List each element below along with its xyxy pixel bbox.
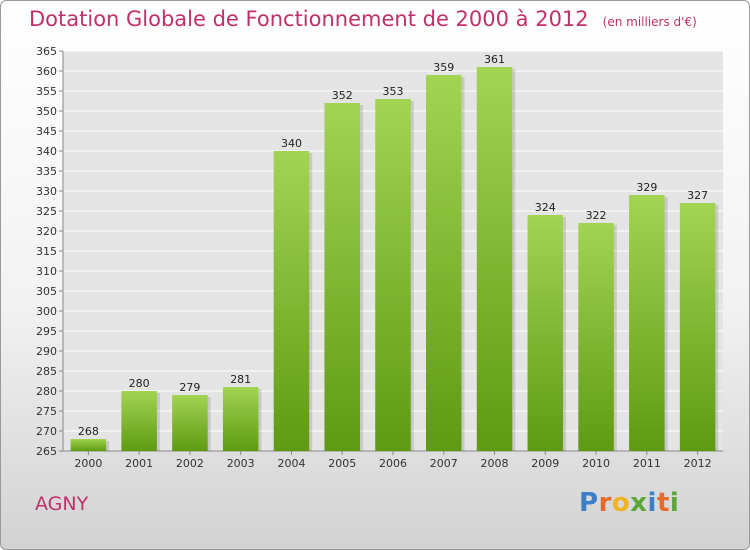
x-tick-label: 2001 xyxy=(125,457,153,470)
x-tick-label: 2006 xyxy=(379,457,407,470)
y-tick-label: 285 xyxy=(36,365,57,378)
data-label: 322 xyxy=(586,209,607,222)
x-tick-label: 2012 xyxy=(684,457,712,470)
data-label: 327 xyxy=(687,189,708,202)
data-label: 280 xyxy=(129,377,150,390)
y-tick-label: 315 xyxy=(36,245,57,258)
data-label: 361 xyxy=(484,53,505,66)
y-tick-label: 295 xyxy=(36,325,57,338)
x-tick-label: 2010 xyxy=(582,457,610,470)
y-tick-label: 340 xyxy=(36,145,57,158)
x-tick-label: 2000 xyxy=(74,457,102,470)
unit-note: (en milliers d'€) xyxy=(602,15,697,29)
bar xyxy=(679,203,716,451)
data-label: 353 xyxy=(383,85,404,98)
data-label: 324 xyxy=(535,201,556,214)
bar xyxy=(70,439,107,451)
chart-title: Dotation Globale de Fonctionnement de 20… xyxy=(29,7,697,31)
data-label: 329 xyxy=(636,181,657,194)
y-tick-label: 345 xyxy=(36,125,57,138)
place-name: AGNY xyxy=(35,493,89,515)
y-tick-label: 335 xyxy=(36,165,57,178)
data-label: 281 xyxy=(230,373,251,386)
data-label: 279 xyxy=(179,381,200,394)
y-tick-label: 305 xyxy=(36,285,57,298)
x-tick-label: 2004 xyxy=(277,457,305,470)
x-tick-label: 2003 xyxy=(227,457,255,470)
x-tick-label: 2008 xyxy=(481,457,509,470)
x-tick-label: 2005 xyxy=(328,457,356,470)
x-tick-label: 2009 xyxy=(531,457,559,470)
data-label: 352 xyxy=(332,89,353,102)
chart-title-text: Dotation Globale de Fonctionnement de 20… xyxy=(29,7,589,31)
y-tick-label: 320 xyxy=(36,225,57,238)
y-tick-label: 355 xyxy=(36,85,57,98)
data-label: 359 xyxy=(433,61,454,74)
y-tick-label: 275 xyxy=(36,405,57,418)
y-tick-label: 310 xyxy=(36,265,57,278)
y-tick-label: 350 xyxy=(36,105,57,118)
y-tick-label: 300 xyxy=(36,305,57,318)
y-tick-label: 365 xyxy=(36,45,57,58)
bar xyxy=(578,223,614,451)
bar xyxy=(273,151,310,451)
y-tick-label: 290 xyxy=(36,345,57,358)
x-tick-label: 2002 xyxy=(176,457,204,470)
x-tick-label: 2007 xyxy=(430,457,458,470)
bar xyxy=(222,387,259,451)
y-tick-label: 265 xyxy=(36,445,57,458)
bar xyxy=(476,67,513,451)
bar xyxy=(172,395,208,451)
y-tick-label: 325 xyxy=(36,205,57,218)
bar xyxy=(527,215,564,451)
x-tick-label: 2011 xyxy=(633,457,661,470)
data-label: 268 xyxy=(78,425,99,438)
bar xyxy=(324,103,360,451)
bar xyxy=(629,195,665,451)
y-tick-label: 270 xyxy=(36,425,57,438)
bar xyxy=(121,391,157,451)
proxiti-logo: Proxiti xyxy=(579,488,680,518)
bar xyxy=(375,99,411,451)
y-tick-label: 360 xyxy=(36,65,57,78)
y-tick-label: 330 xyxy=(36,185,57,198)
y-tick-label: 280 xyxy=(36,385,57,398)
data-label: 340 xyxy=(281,137,302,150)
bar xyxy=(426,75,462,451)
